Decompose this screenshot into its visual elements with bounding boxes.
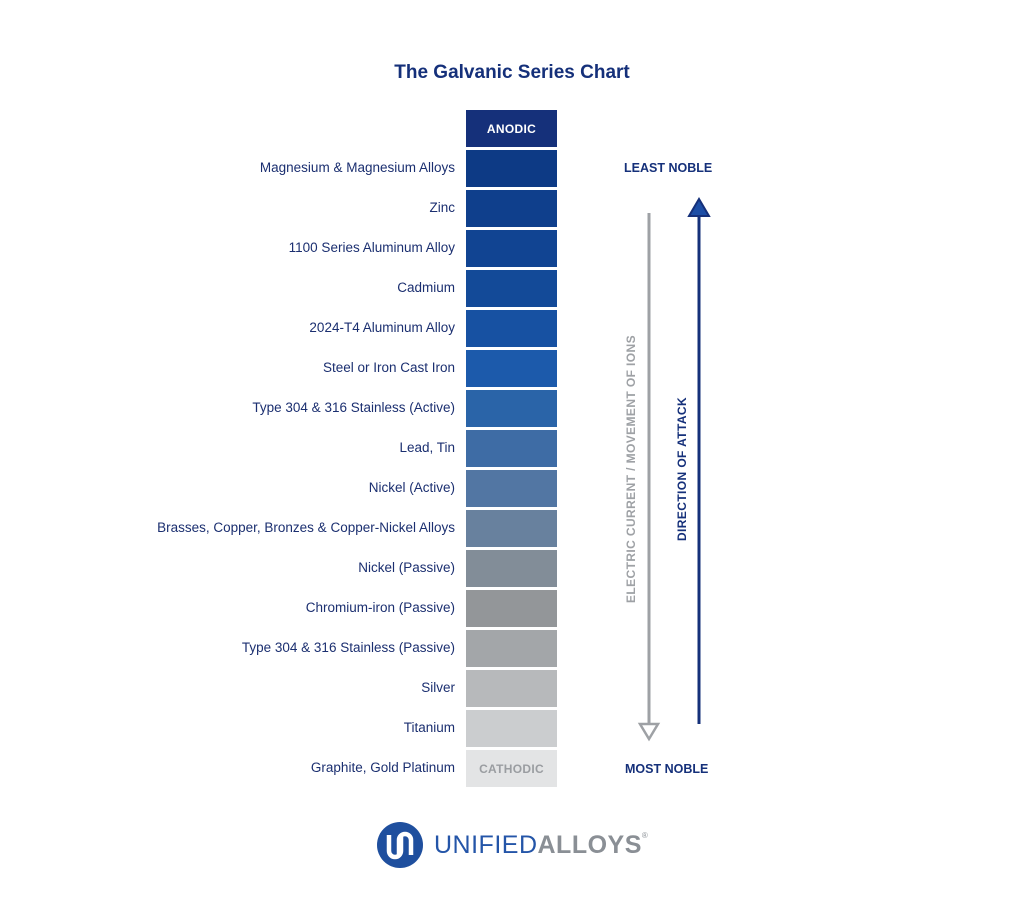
metal-label: Graphite, Gold Platinum	[310, 760, 455, 775]
cathodic-swatch: CATHODIC	[466, 750, 557, 787]
metal-label: Type 304 & 316 Stainless (Passive)	[241, 640, 455, 655]
cathodic-label: CATHODIC	[479, 761, 544, 776]
unified-alloys-logo: UNIFIEDALLOYS®	[376, 821, 648, 869]
attack-label: DIRECTION OF ATTACK	[675, 396, 689, 542]
unified-alloys-logo-icon	[377, 822, 423, 868]
metal-swatch	[466, 470, 557, 507]
metal-label: Silver	[421, 680, 455, 695]
metal-label: Nickel (Active)	[368, 480, 455, 495]
metal-label: 2024-T4 Aluminum Alloy	[309, 320, 455, 335]
metal-label: Lead, Tin	[399, 440, 455, 455]
logo-wordmark: UNIFIEDALLOYS®	[434, 830, 649, 859]
metal-swatch	[466, 310, 557, 347]
metal-swatch	[466, 670, 557, 707]
metal-label: Brasses, Copper, Bronzes & Copper-Nickel…	[157, 520, 455, 535]
metal-swatch	[466, 430, 557, 467]
metal-label: Chromium-iron (Passive)	[305, 600, 455, 615]
current-arrowhead	[637, 722, 661, 742]
metal-label: Zinc	[429, 200, 455, 215]
metal-swatch	[466, 150, 557, 187]
metal-swatch	[466, 590, 557, 627]
attack-arrowhead	[687, 197, 711, 217]
metal-swatch	[466, 510, 557, 547]
metal-label: Magnesium & Magnesium Alloys	[259, 160, 455, 175]
metal-label: 1100 Series Aluminum Alloy	[288, 240, 455, 255]
least-noble-label: LEAST NOBLE	[624, 161, 713, 175]
most-noble-label: MOST NOBLE	[625, 762, 709, 776]
metal-swatch	[466, 390, 557, 427]
chart-title: The Galvanic Series Chart	[394, 62, 630, 83]
current-label: ELECTRIC CURRENT / MOVEMENT OF IONS	[624, 335, 638, 604]
anodic-label: ANODIC	[486, 121, 537, 136]
metal-swatch	[466, 350, 557, 387]
metal-label: Titanium	[403, 720, 455, 735]
metal-swatch	[466, 190, 557, 227]
anodic-swatch: ANODIC	[466, 110, 557, 147]
metal-label: Nickel (Passive)	[358, 560, 455, 575]
metal-swatch	[466, 270, 557, 307]
metal-swatch	[466, 630, 557, 667]
metal-label: Type 304 & 316 Stainless (Active)	[252, 400, 455, 415]
metal-label: Cadmium	[397, 280, 455, 295]
metal-swatch	[466, 710, 557, 747]
metal-swatch	[466, 550, 557, 587]
metal-swatch	[466, 230, 557, 267]
metal-label: Steel or Iron Cast Iron	[322, 360, 455, 375]
